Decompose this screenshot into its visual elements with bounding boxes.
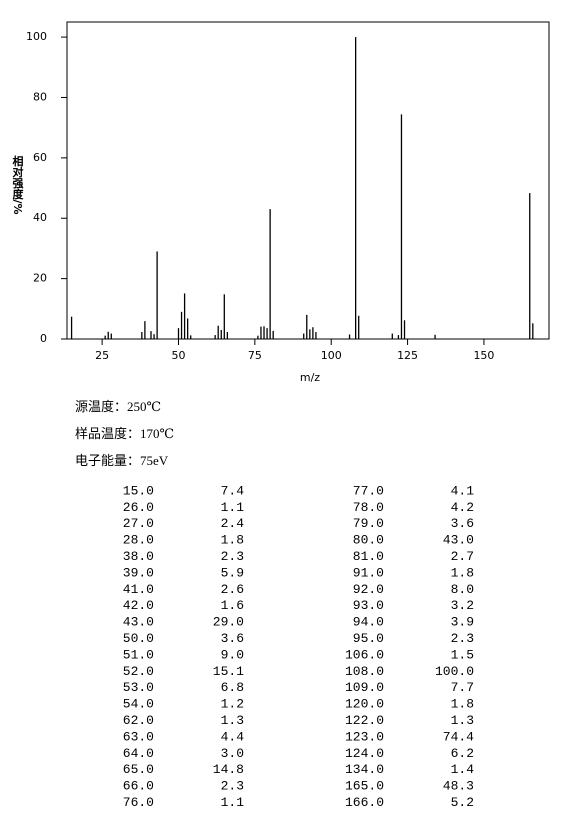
table-cell: 165.0: [345, 779, 384, 794]
table-cell: 124.0: [345, 746, 384, 761]
table-cell: 26.0: [123, 500, 154, 515]
table-cell: 28.0: [123, 533, 154, 548]
table-cell: 81.0: [353, 549, 384, 564]
table-cell: 3.6: [221, 631, 244, 646]
table-cell: 9.0: [221, 647, 244, 662]
table-cell: 79.0: [353, 516, 384, 531]
table-cell: 41.0: [123, 582, 154, 597]
x-axis-label: m/z: [300, 371, 320, 384]
table-cell: 3.0: [221, 746, 244, 761]
table-cell: 27.0: [123, 516, 154, 531]
table-cell: 122.0: [345, 713, 384, 728]
table-cell: 1.8: [221, 533, 244, 548]
table-cell: 1.1: [221, 500, 245, 515]
table-cell: 62.0: [123, 713, 154, 728]
x-tick-label: 50: [171, 349, 185, 362]
table-cell: 65.0: [123, 762, 154, 777]
table-cell: 1.8: [451, 697, 474, 712]
x-tick-label: 25: [95, 349, 109, 362]
table-cell: 51.0: [123, 647, 154, 662]
table-cell: 74.4: [443, 729, 474, 744]
y-axis-label: 相对强度/%: [11, 154, 24, 214]
y-tick-label: 60: [33, 151, 47, 164]
table-cell: 7.4: [221, 483, 245, 498]
table-cell: 2.3: [451, 631, 474, 646]
table-cell: 1.3: [451, 713, 474, 728]
table-cell: 52.0: [123, 664, 154, 679]
table-cell: 6.2: [451, 746, 474, 761]
table-cell: 1.8: [451, 565, 474, 580]
table-cell: 1.3: [221, 713, 244, 728]
condition: 样品温度：170℃: [75, 426, 174, 441]
table-cell: 7.7: [451, 680, 474, 695]
table-cell: 15.1: [213, 664, 244, 679]
table-cell: 2.4: [221, 516, 245, 531]
table-cell: 66.0: [123, 779, 154, 794]
table-cell: 43.0: [443, 533, 474, 548]
table-cell: 95.0: [353, 631, 384, 646]
table-cell: 93.0: [353, 598, 384, 613]
table-cell: 2.6: [221, 582, 244, 597]
table-cell: 76.0: [123, 795, 154, 810]
table-cell: 1.2: [221, 697, 244, 712]
table-cell: 134.0: [345, 762, 384, 777]
table-cell: 4.1: [451, 483, 475, 498]
table-cell: 4.2: [451, 500, 474, 515]
table-cell: 78.0: [353, 500, 384, 515]
table-cell: 100.0: [435, 664, 474, 679]
table-cell: 109.0: [345, 680, 384, 695]
table-cell: 91.0: [353, 565, 384, 580]
table-cell: 1.4: [451, 762, 475, 777]
table-cell: 42.0: [123, 598, 154, 613]
y-tick-label: 0: [40, 332, 47, 345]
table-cell: 53.0: [123, 680, 154, 695]
table-cell: 3.6: [451, 516, 474, 531]
table-cell: 2.7: [451, 549, 474, 564]
y-tick-label: 100: [26, 30, 47, 43]
condition: 电子能量：75eV: [75, 453, 169, 468]
table-cell: 106.0: [345, 647, 384, 662]
table-cell: 94.0: [353, 615, 384, 630]
table-cell: 5.9: [221, 565, 244, 580]
table-cell: 50.0: [123, 631, 154, 646]
table-cell: 48.3: [443, 779, 474, 794]
table-cell: 43.0: [123, 615, 154, 630]
x-tick-label: 125: [397, 349, 418, 362]
condition: 源温度：250℃: [75, 399, 161, 414]
table-cell: 29.0: [213, 615, 244, 630]
table-cell: 64.0: [123, 746, 154, 761]
table-cell: 63.0: [123, 729, 154, 744]
table-cell: 2.3: [221, 779, 244, 794]
y-tick-label: 80: [33, 90, 47, 103]
table-cell: 1.5: [451, 647, 474, 662]
table-cell: 1.6: [221, 598, 244, 613]
table-cell: 123.0: [345, 729, 384, 744]
plot-frame: [66, 21, 550, 340]
table-cell: 5.2: [451, 795, 474, 810]
table-cell: 15.0: [123, 483, 154, 498]
table-cell: 80.0: [353, 533, 384, 548]
table-cell: 4.4: [221, 729, 245, 744]
table-cell: 2.3: [221, 549, 244, 564]
x-tick-label: 75: [248, 349, 262, 362]
y-tick-label: 40: [33, 211, 47, 224]
table-cell: 8.0: [451, 582, 474, 597]
table-cell: 92.0: [353, 582, 384, 597]
table-cell: 166.0: [345, 795, 384, 810]
table-cell: 108.0: [345, 664, 384, 679]
table-cell: 38.0: [123, 549, 154, 564]
table-cell: 3.9: [451, 615, 474, 630]
table-cell: 120.0: [345, 697, 384, 712]
table-cell: 14.8: [213, 762, 244, 777]
table-cell: 3.2: [451, 598, 474, 613]
y-tick-label: 20: [33, 272, 47, 285]
table-cell: 1.1: [221, 795, 245, 810]
x-tick-label: 100: [321, 349, 342, 362]
table-cell: 6.8: [221, 680, 244, 695]
table-cell: 39.0: [123, 565, 154, 580]
table-cell: 77.0: [353, 483, 384, 498]
table-cell: 54.0: [123, 697, 154, 712]
x-tick-label: 150: [473, 349, 494, 362]
